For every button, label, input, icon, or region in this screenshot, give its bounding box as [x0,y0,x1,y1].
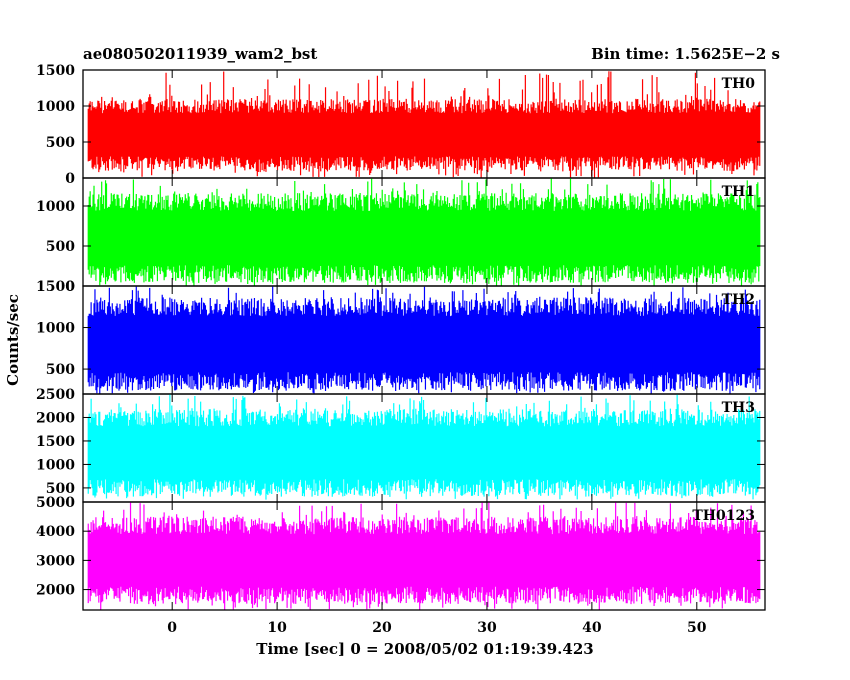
panel-th2: 500 1000 1500 TH2 [36,279,766,395]
y-tick-label: 1500 [36,279,75,295]
y-tick-label: 2000 [36,583,75,599]
panel-th3: 500 1000 1500 2000 2500 TH3 [36,387,766,503]
panel-label-th0123: TH0123 [692,508,755,524]
panel-th0: 0 500 1000 1500 TH0 [36,63,766,187]
y-tick-label: 1500 [36,63,75,79]
y-tick-label: 500 [46,135,75,151]
x-axis: 0 10 20 30 40 50 [167,620,706,636]
panel-frame [82,501,766,611]
panel-label-th0: TH0 [722,76,756,92]
panel-label-th3: TH3 [722,400,755,416]
y-tick-label: 500 [46,481,75,497]
panel-label-th1: TH1 [722,184,755,200]
x-tick-label: 30 [477,620,497,636]
y-tick-label: 500 [46,362,75,378]
y-tick-label: 1500 [36,434,75,450]
y-tick-label: 1000 [36,321,75,337]
chart-title: ae080502011939_wam2_bst [83,45,317,63]
series-th1 [87,178,761,286]
panel-th0123: 2000 3000 4000 5000 TH0123 [36,495,766,611]
y-tick-label: 2500 [36,387,75,403]
series-th3 [87,394,761,500]
y-tick-label: 500 [46,239,75,255]
y-tick-label: 5000 [36,495,75,511]
y-tick-label: 4000 [36,524,75,540]
panel-label-th2: TH2 [722,292,755,308]
x-tick-label: 10 [267,620,287,636]
x-tick-label: 20 [372,620,392,636]
y-tick-label: 1000 [36,457,75,473]
x-axis-label: Time [sec] 0 = 2008/05/02 01:19:39.423 [256,640,593,658]
y-tick-label: 1000 [36,199,75,215]
bin-time-label: Bin time: 1.5625E−2 s [591,45,780,63]
y-tick-label: 0 [65,279,75,295]
series-th2 [87,286,761,394]
panels-group: 0 500 1000 1500 TH0 0 500 1000 TH1 500 1000 1500 TH2… [36,63,766,611]
y-tick-label: 3000 [36,553,75,569]
y-tick-label: 1000 [36,99,75,115]
y-axis-label: Counts/sec [4,294,22,386]
series-th0 [87,71,761,178]
y-tick-label: 2000 [36,410,75,426]
x-tick-label: 50 [687,620,707,636]
y-tick-label: 0 [65,171,75,187]
x-tick-label: 0 [167,620,177,636]
series-th0123 [87,502,761,610]
panel-th1: 0 500 1000 TH1 [36,177,766,295]
x-tick-label: 40 [582,620,602,636]
